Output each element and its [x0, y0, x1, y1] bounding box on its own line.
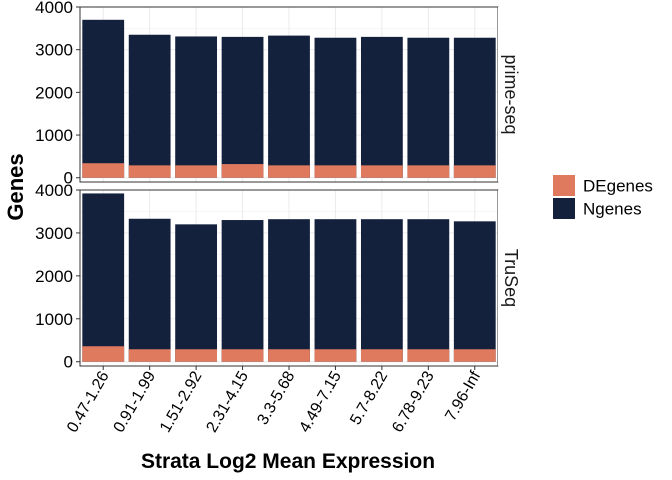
x-tick-label: 0.91-1.99 — [111, 368, 160, 435]
bar-ngenes-7.96-Inf — [453, 37, 496, 178]
y-tick-label: 0 — [64, 169, 73, 188]
bar-degenes-5.7-8.22 — [360, 165, 403, 178]
bar-ngenes-0.47-1.26 — [82, 193, 125, 362]
bar-ngenes-5.7-8.22 — [360, 36, 403, 178]
facet-panels: 0 1000 2000 3000 4000 prime-seq 0 1000 2000 3000 4… — [35, 0, 524, 372]
bar-degenes-2.31-4.15 — [221, 164, 264, 178]
x-tick-label: 6.78-9.23 — [389, 368, 438, 435]
bar-ngenes-7.96-Inf — [453, 221, 496, 362]
bar-ngenes-6.78-9.23 — [407, 37, 450, 178]
y-tick-label: 4000 — [35, 181, 73, 200]
bar-degenes-5.7-8.22 — [360, 349, 403, 362]
bar-ngenes-1.51-2.92 — [175, 36, 218, 178]
bar-degenes-2.31-4.15 — [221, 349, 264, 362]
legend: DEgenes Ngenes — [553, 175, 653, 219]
bar-degenes-3.3-5.68 — [268, 349, 310, 362]
facet-panel-prime-seq: 0 1000 2000 3000 4000 prime-seq — [35, 0, 524, 188]
bar-ngenes-6.78-9.23 — [407, 219, 450, 362]
legend-key-Ngenes — [553, 198, 575, 219]
bar-degenes-6.78-9.23 — [407, 349, 450, 362]
bar-ngenes-4.49-7.15 — [314, 37, 357, 178]
bar-degenes-1.51-2.92 — [175, 349, 218, 362]
facet-strip-label: TruSeq — [501, 249, 521, 307]
y-tick-label: 0 — [64, 353, 73, 372]
x-axis-title: Strata Log2 Mean Expression — [141, 450, 435, 473]
bar-ngenes-4.49-7.15 — [314, 219, 357, 362]
bar-ngenes-0.91-1.99 — [128, 218, 171, 362]
bar-degenes-6.78-9.23 — [407, 165, 450, 178]
bar-ngenes-1.51-2.92 — [175, 224, 218, 362]
x-tick-label: 5.7-8.22 — [347, 368, 391, 427]
x-tick-label: 3.3-5.68 — [254, 368, 298, 427]
bar-degenes-0.91-1.99 — [128, 165, 171, 178]
facet-panel-TruSeq: 0 1000 2000 3000 4000 TruSeq — [35, 181, 524, 372]
bar-degenes-0.91-1.99 — [128, 349, 171, 362]
y-tick-label: 1000 — [35, 126, 73, 145]
x-tick-label: 2.31-4.15 — [203, 368, 252, 435]
legend-key-DEgenes — [553, 175, 575, 196]
y-tick-label: 2000 — [35, 267, 73, 286]
x-tick-label: 7.96-Inf — [442, 368, 484, 424]
bar-ngenes-3.3-5.68 — [268, 35, 310, 178]
bar-ngenes-2.31-4.15 — [221, 36, 264, 178]
facet-strip-label: prime-seq — [501, 54, 521, 134]
legend-label-Ngenes: Ngenes — [583, 200, 642, 219]
bar-degenes-7.96-Inf — [453, 165, 496, 178]
bar-degenes-7.96-Inf — [453, 349, 496, 362]
facet-strip — [498, 190, 524, 366]
bar-ngenes-0.91-1.99 — [128, 34, 171, 178]
legend-label-DEgenes: DEgenes — [583, 177, 653, 196]
bar-degenes-0.47-1.26 — [82, 346, 125, 362]
bar-degenes-3.3-5.68 — [268, 165, 310, 178]
y-tick-label: 4000 — [35, 0, 73, 17]
x-tick-label: 0.47-1.26 — [64, 368, 113, 435]
bar-degenes-1.51-2.92 — [175, 165, 218, 178]
x-tick-label: 1.51-2.92 — [157, 368, 206, 435]
x-tick-labels: 0.47-1.260.91-1.991.51-2.922.31-4.15 3.3-… — [64, 366, 485, 436]
bar-ngenes-3.3-5.68 — [268, 219, 310, 362]
y-tick-label: 2000 — [35, 83, 73, 102]
y-tick-label: 3000 — [35, 41, 73, 60]
bar-ngenes-0.47-1.26 — [82, 19, 125, 178]
y-tick-label: 1000 — [35, 310, 73, 329]
y-axis-title: Genes — [3, 153, 28, 220]
bar-degenes-4.49-7.15 — [314, 165, 357, 178]
facet-strip — [498, 7, 524, 182]
bar-ngenes-2.31-4.15 — [221, 220, 264, 362]
bar-degenes-4.49-7.15 — [314, 349, 357, 362]
x-tick-label: 4.49-7.15 — [296, 368, 345, 435]
y-tick-label: 3000 — [35, 224, 73, 243]
bar-degenes-0.47-1.26 — [82, 163, 125, 178]
bar-ngenes-5.7-8.22 — [360, 219, 403, 362]
